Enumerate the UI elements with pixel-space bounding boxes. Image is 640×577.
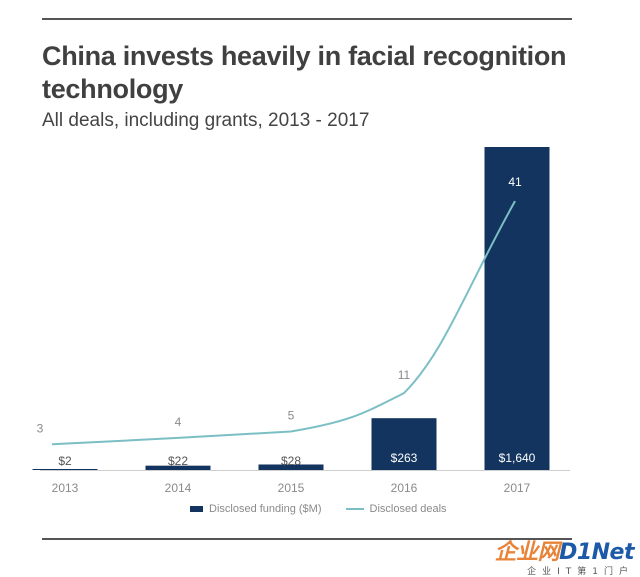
bar-funding-2014 [145, 465, 211, 470]
legend-item-deals: Disclosed deals [345, 503, 447, 515]
bar-label-2014: $22 [168, 454, 188, 468]
line-label-2014: 4 [175, 415, 182, 429]
x-tick-label-2017: 2017 [504, 481, 531, 495]
top-rule [42, 18, 572, 20]
line-label-2017: 41 [508, 175, 522, 189]
legend-swatch-funding [190, 506, 203, 512]
chart-subtitle: All deals, including grants, 2013 - 2017 [42, 110, 370, 131]
line-label-2013: 3 [37, 421, 44, 435]
x-tick-label-2015: 2015 [278, 481, 305, 495]
chart-legend: Disclosed funding ($M) Disclosed deals [190, 502, 471, 516]
legend-swatch-deals [345, 508, 364, 510]
legend-item-funding: Disclosed funding ($M) [190, 503, 322, 515]
watermark-brand: 企业网D1Net [494, 540, 635, 565]
line-label-2016: 11 [398, 368, 411, 382]
watermark-tagline: 企业IT第1门户 [527, 567, 634, 577]
bar-funding-2017 [484, 147, 550, 470]
x-tick-label-2013: 2013 [52, 481, 79, 495]
x-tick-label-2016: 2016 [391, 481, 418, 495]
bar-label-2017: $1,640 [499, 451, 536, 465]
line-label-2015: 5 [288, 409, 295, 423]
legend-label-funding: Disclosed funding ($M) [209, 503, 322, 515]
bar-funding-2015 [258, 464, 324, 470]
bar-funding-2016 [371, 418, 437, 470]
chart-title: China invests heavily in facial recognit… [42, 41, 567, 104]
watermark-logo: 企业网D1Net 企业IT第1门户 [494, 534, 635, 577]
line-deals [51, 200, 516, 446]
bar-funding-2013 [32, 469, 98, 470]
bar-label-2016: $263 [391, 451, 418, 465]
bar-label-2015: $28 [281, 454, 301, 468]
bar-label-2013: $2 [58, 454, 72, 468]
bottom-rule [42, 538, 572, 540]
legend-label-deals: Disclosed deals [369, 503, 447, 515]
x-tick-label-2014: 2014 [165, 481, 192, 495]
